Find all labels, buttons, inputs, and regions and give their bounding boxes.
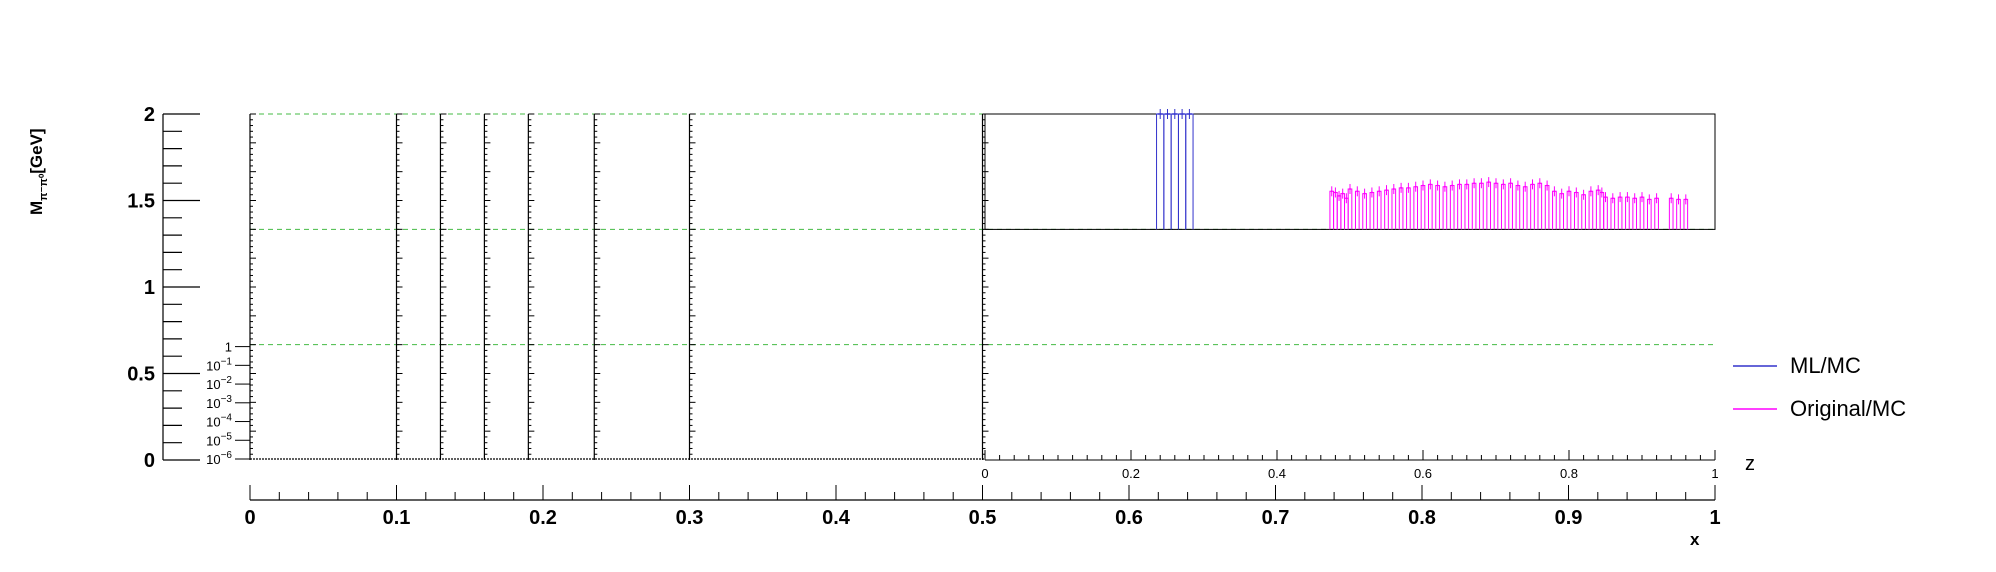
y-tick-label: 1 — [144, 277, 155, 299]
series-bar — [1522, 186, 1528, 230]
series-bar — [1500, 183, 1506, 230]
x-tick-label: 0.9 — [1555, 507, 1583, 529]
x-tick-label: 1 — [1709, 507, 1720, 529]
z-axis: 0 0.2 0.4 0.6 0.8 1 — [981, 450, 1719, 481]
x-tick-label: 0.3 — [676, 507, 704, 529]
x-tick-label: 0.1 — [383, 507, 411, 529]
series-bar — [1376, 190, 1382, 230]
series-bar — [1340, 193, 1346, 230]
series-bar — [1347, 188, 1353, 230]
series-bar — [1170, 113, 1179, 230]
series-layer — [1156, 109, 1689, 230]
series-bar — [1464, 183, 1470, 230]
x-tick-label: 0.7 — [1262, 507, 1290, 529]
series-bar — [1471, 182, 1477, 230]
z-tick-label: 0.8 — [1560, 466, 1578, 481]
x-axis-label: x — [1690, 530, 1700, 549]
y-axis-label: Mπ⁻π⁰[GeV] — [27, 128, 50, 215]
log-tick-label: 10−5 — [206, 431, 232, 448]
z-tick-label: 0.4 — [1268, 466, 1286, 481]
z-tick-label: 0.6 — [1414, 466, 1432, 481]
legend: ML/MC Original/MC — [1733, 353, 1906, 421]
series-bar — [1449, 185, 1455, 230]
series-bar — [1508, 182, 1513, 230]
series-bar — [1588, 190, 1594, 230]
series-bar — [1333, 191, 1338, 230]
series-bar — [1362, 193, 1367, 230]
z-tick-label: 0.2 — [1122, 466, 1140, 481]
x-bin-edges — [249, 113, 989, 460]
series-bar — [1599, 191, 1605, 230]
x-tick-label: 0.8 — [1408, 507, 1436, 529]
log-scale-axis: 110−1 10−2 10−3 10−410−5 10−6 — [206, 340, 250, 467]
log-tick-label: 10−2 — [206, 375, 232, 392]
y-tick-label: 1.5 — [127, 191, 155, 213]
log-tick-label: 10−1 — [206, 356, 232, 373]
series-bar — [1413, 186, 1419, 230]
series-bar — [1559, 193, 1565, 230]
z-tick-label: 0 — [981, 466, 988, 481]
series-bar — [1566, 190, 1572, 230]
x-tick-label: 0.6 — [1115, 507, 1143, 529]
z-axis-label: z — [1745, 453, 1755, 475]
series-bar — [1384, 189, 1389, 230]
y-axis-ticks: 0 0.5 1 1.5 2 — [127, 104, 200, 472]
series-bar — [1420, 185, 1426, 230]
x-tick-label: 0.2 — [529, 507, 557, 529]
y-tick-label: 0 — [144, 450, 155, 472]
series-bar — [1442, 186, 1448, 230]
series-0 — [1156, 109, 1194, 230]
series-bar — [1493, 182, 1499, 230]
series-bar — [1406, 187, 1411, 230]
series-bar — [1398, 187, 1404, 230]
series-bar — [1515, 185, 1521, 230]
series-bar — [1530, 183, 1535, 230]
series-bar — [1537, 182, 1543, 230]
series-bar — [1336, 195, 1342, 230]
log-tick-label: 10−4 — [206, 413, 232, 430]
y-tick-label: 2 — [144, 104, 155, 126]
series-bar — [1486, 181, 1492, 230]
series-bar — [1573, 191, 1579, 230]
x-axis: 0 0.1 0.2 0.3 0.4 0.5 0.6 0.7 0.8 0.9 1 — [244, 485, 1721, 529]
series-bar — [1185, 113, 1194, 230]
series-bar — [1435, 185, 1440, 230]
series-bar — [1156, 113, 1165, 230]
legend-label-ml: ML/MC — [1790, 353, 1861, 378]
x-tick-label: 0.4 — [822, 507, 851, 529]
series-1 — [1329, 177, 1689, 230]
series-bar — [1369, 191, 1375, 230]
series-bar — [1479, 182, 1484, 230]
series-bar — [1544, 185, 1550, 230]
series-bar — [1329, 190, 1335, 230]
series-bar — [1163, 113, 1172, 230]
y-tick-label: 0.5 — [127, 364, 155, 386]
legend-label-original: Original/MC — [1790, 396, 1906, 421]
log-tick-label: 1 — [225, 340, 232, 355]
series-bar — [1391, 188, 1397, 230]
series-bar — [1177, 113, 1187, 230]
panel-frame — [984, 113, 1716, 230]
x-tick-label: 0.5 — [969, 507, 997, 529]
ratio-panel — [984, 113, 1716, 461]
series-bar — [1581, 194, 1586, 230]
series-bar — [1595, 189, 1601, 230]
z-tick-label: 1 — [1711, 466, 1718, 481]
series-bar — [1457, 183, 1462, 230]
series-bar — [1552, 190, 1557, 230]
x-tick-label: 0 — [244, 507, 255, 529]
series-bar — [1354, 190, 1360, 230]
log-tick-label: 10−6 — [206, 450, 232, 467]
log-tick-label: 10−3 — [206, 394, 232, 411]
series-bar — [1427, 183, 1433, 230]
